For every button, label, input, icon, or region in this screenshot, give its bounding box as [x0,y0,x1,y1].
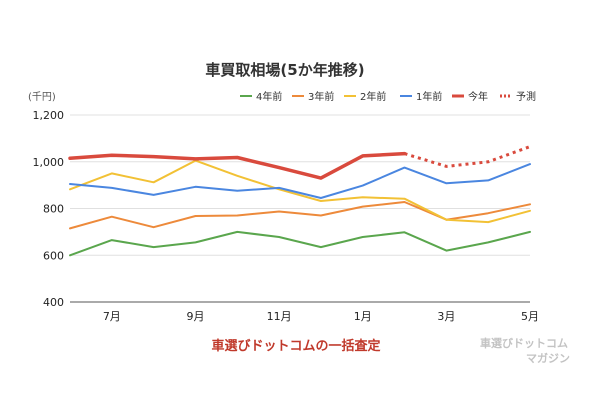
y-tick-label: 400 [43,296,64,309]
y-tick-label: 800 [43,203,64,216]
y-tick-label: 1,000 [33,156,65,169]
chart-caption: 車選びドットコムの一括査定 [211,338,380,354]
legend-item: 4年前 [240,90,282,103]
legend-label: 4年前 [256,90,282,103]
legend-item: 予測 [500,90,536,103]
series-line-1年前 [69,163,531,199]
legend-item: 2年前 [344,90,386,103]
x-tick-label: 3月 [437,310,455,323]
watermark-line1: 車選びドットコム [480,336,568,350]
x-axis: 7月 9月 11月 1月 3月 5月 [103,310,539,323]
series-line-3年前 [69,201,531,230]
y-tick-label: 1,200 [33,109,65,122]
x-tick-label: 11月 [267,310,292,323]
y-unit-label: (千円) [28,91,56,103]
series-line-4年前 [69,230,531,257]
legend-label: 1年前 [416,90,442,103]
x-tick-label: 7月 [103,310,121,323]
y-axis: 400 600 800 1,000 1,200 [33,109,65,309]
watermark-line2: マガジン [526,351,570,365]
legend-item: 1年前 [400,90,442,103]
legend-label: 2年前 [360,90,386,103]
x-tick-label: 5月 [521,310,539,323]
series-line-2年前 [69,159,531,224]
legend-label: 今年 [468,90,488,103]
series-group [68,145,531,257]
series-line-予測 [404,145,531,168]
y-tick-label: 600 [43,249,64,262]
grid [70,114,530,303]
legend-label: 予測 [516,90,536,103]
legend-label: 3年前 [308,90,334,103]
watermark: 車選びドットコム マガジン [480,336,570,365]
x-tick-label: 1月 [354,310,372,323]
legend-item: 今年 [452,90,488,103]
x-tick-label: 9月 [186,310,204,323]
chart-title: 車買取相場(5か年推移) [205,61,364,79]
legend: 4年前 3年前 2年前 1年前 今年 予測 [240,90,536,103]
legend-item: 3年前 [292,90,334,103]
series-line-今年 [68,151,407,180]
